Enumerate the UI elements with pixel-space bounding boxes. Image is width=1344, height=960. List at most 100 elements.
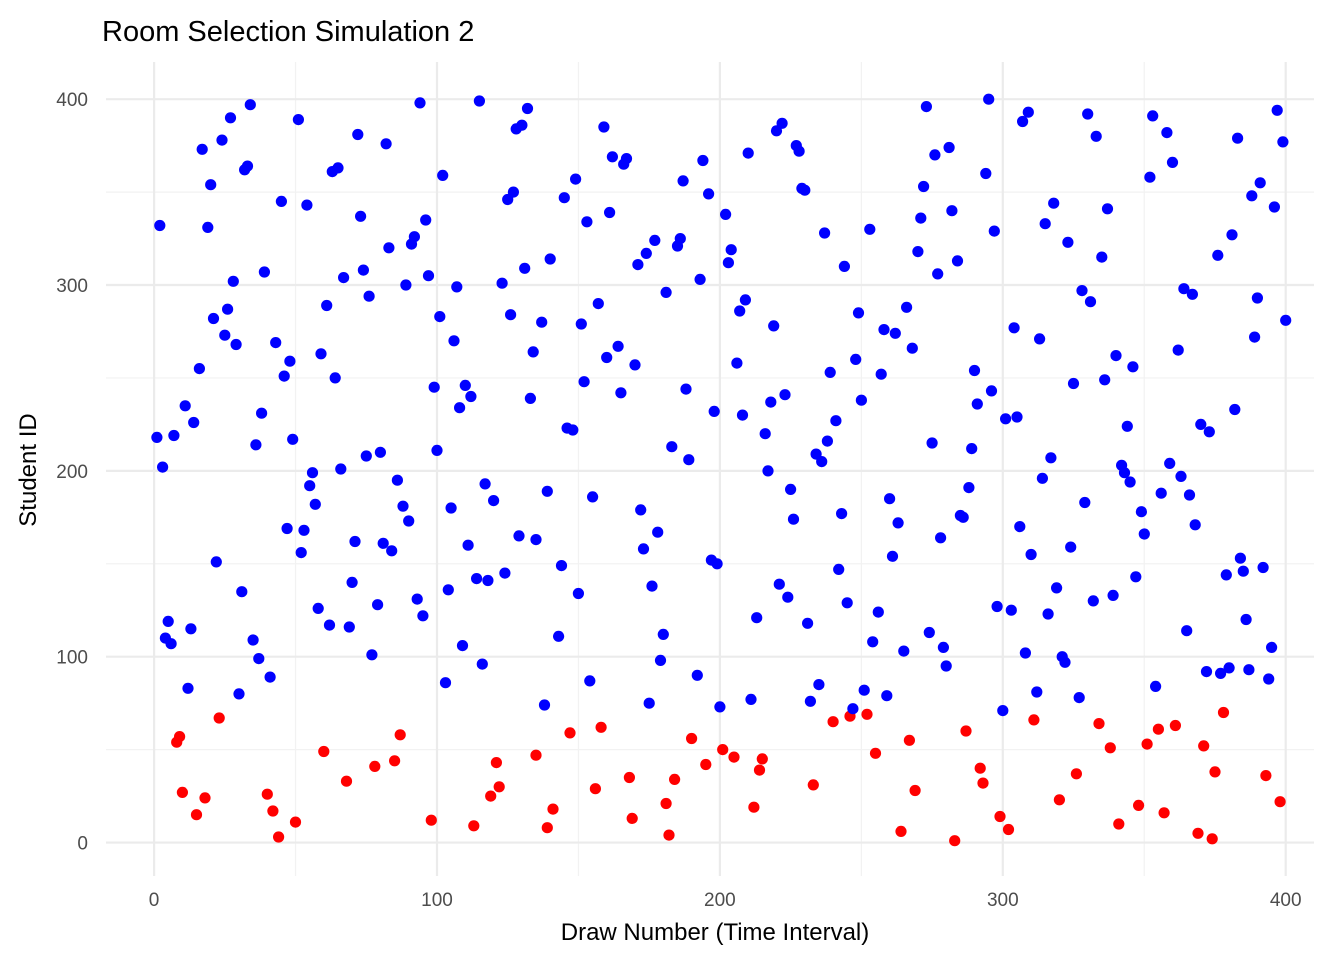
- data-point: [306, 467, 319, 479]
- data-point: [802, 617, 814, 629]
- data-point: [182, 682, 194, 694]
- data-point: [736, 409, 749, 421]
- data-point: [1223, 662, 1235, 674]
- data-point: [205, 179, 217, 191]
- data-point: [937, 641, 950, 654]
- data-point: [479, 478, 491, 490]
- data-point: [329, 372, 341, 384]
- data-point: [850, 353, 862, 365]
- data-point: [411, 593, 423, 605]
- data-point: [253, 653, 265, 665]
- data-point: [988, 225, 1000, 237]
- data-point: [553, 630, 565, 642]
- data-point: [273, 831, 285, 843]
- data-point: [1084, 296, 1097, 308]
- data-point: [626, 812, 638, 825]
- y-tick-label: 400: [56, 90, 88, 111]
- data-point: [1203, 426, 1215, 438]
- data-point: [935, 532, 947, 544]
- data-point: [903, 734, 916, 746]
- data-point: [1220, 569, 1232, 581]
- data-point: [858, 684, 870, 696]
- data-point: [991, 600, 1003, 613]
- data-point: [349, 535, 361, 548]
- data-point: [824, 366, 836, 378]
- data-point: [1217, 706, 1230, 719]
- data-point: [196, 143, 208, 155]
- data-point: [657, 628, 669, 641]
- data-point: [572, 587, 585, 600]
- data-point: [301, 199, 313, 211]
- data-point: [386, 545, 398, 557]
- data-point: [471, 573, 483, 585]
- data-point: [660, 797, 672, 810]
- data-point: [654, 654, 667, 667]
- data-point: [813, 679, 825, 691]
- data-point: [1065, 541, 1077, 553]
- data-point: [768, 320, 780, 332]
- data-point: [827, 716, 839, 728]
- data-point: [157, 461, 169, 473]
- data-point: [612, 340, 624, 352]
- data-point: [174, 731, 186, 743]
- data-point: [1164, 457, 1176, 469]
- data-point: [787, 513, 800, 525]
- data-point: [1101, 203, 1114, 215]
- data-point: [966, 443, 978, 455]
- data-point: [377, 537, 389, 549]
- data-point: [1268, 201, 1280, 213]
- data-point: [1073, 692, 1085, 704]
- data-point: [1232, 132, 1244, 144]
- data-point: [1186, 288, 1198, 300]
- data-point: [541, 822, 553, 834]
- data-point: [369, 760, 381, 773]
- data-point: [1178, 283, 1190, 295]
- data-point: [496, 277, 508, 289]
- data-point: [340, 775, 353, 787]
- data-point: [538, 699, 551, 711]
- x-tick-label: 400: [1270, 890, 1302, 911]
- data-point: [819, 227, 831, 239]
- data-point: [1087, 595, 1099, 607]
- data-point: [400, 279, 412, 291]
- data-point: [595, 721, 607, 733]
- data-point: [869, 747, 882, 759]
- data-point: [516, 119, 528, 131]
- data-point: [1062, 236, 1074, 248]
- data-point: [912, 246, 924, 258]
- data-point: [886, 550, 899, 562]
- data-point: [762, 465, 774, 477]
- y-tick-label: 100: [56, 648, 88, 669]
- data-point: [437, 169, 449, 181]
- data-point: [1229, 403, 1241, 416]
- data-point: [793, 145, 805, 157]
- data-point: [578, 376, 590, 388]
- data-point: [728, 751, 740, 763]
- data-point: [847, 703, 859, 715]
- data-point: [963, 482, 975, 494]
- data-point: [1017, 115, 1029, 128]
- data-point: [1022, 106, 1034, 118]
- data-point: [717, 744, 729, 756]
- data-point: [1133, 799, 1145, 812]
- data-point: [711, 558, 723, 570]
- data-point: [663, 829, 675, 841]
- data-point: [544, 253, 556, 265]
- data-point: [468, 820, 480, 832]
- data-point: [864, 223, 876, 235]
- data-point: [490, 757, 502, 769]
- data-point: [985, 385, 998, 397]
- data-point: [708, 405, 720, 417]
- data-point: [1234, 552, 1246, 564]
- data-point: [1150, 680, 1162, 693]
- data-point: [442, 584, 454, 596]
- data-point: [720, 208, 732, 220]
- data-point: [482, 574, 494, 587]
- data-point: [524, 392, 537, 404]
- data-point: [1271, 104, 1283, 116]
- data-point: [1141, 738, 1153, 750]
- data-point: [983, 93, 995, 105]
- data-point: [889, 327, 901, 339]
- data-point: [216, 134, 228, 146]
